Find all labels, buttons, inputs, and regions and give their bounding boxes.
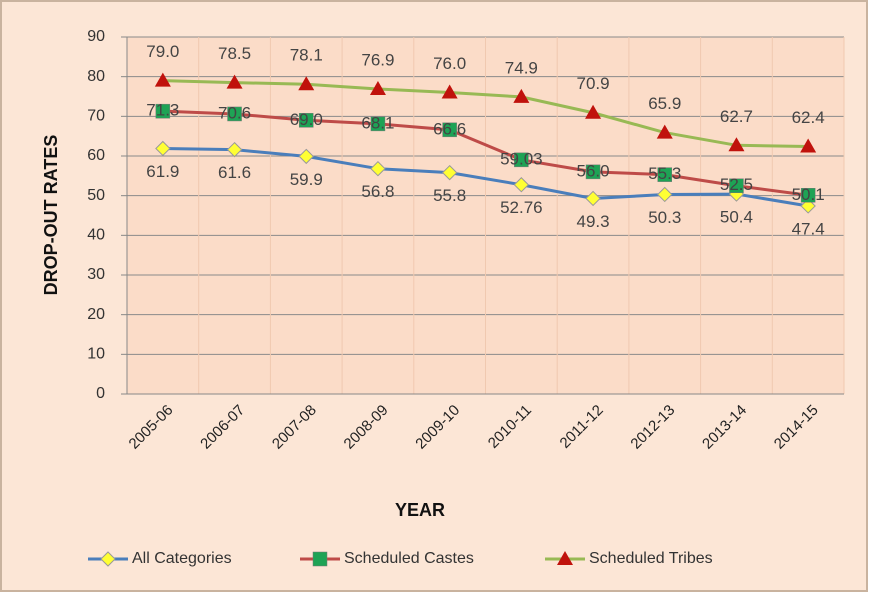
data-label: 52.5	[720, 175, 753, 194]
y-tick-label: 30	[87, 266, 105, 283]
marker	[442, 122, 457, 138]
y-tick-label: 90	[87, 28, 105, 45]
marker	[227, 106, 242, 122]
legend-label: All Categories	[132, 550, 232, 567]
marker	[298, 148, 314, 165]
data-label: 71.3	[146, 101, 179, 120]
data-label: 47.4	[792, 219, 825, 238]
data-label: 55.8	[433, 186, 466, 205]
x-axis-title: YEAR	[395, 500, 445, 520]
marker	[800, 188, 816, 203]
y-tick-label: 0	[96, 385, 105, 402]
data-label: 78.5	[218, 44, 251, 63]
legend-label: Scheduled Castes	[344, 550, 474, 567]
marker	[585, 164, 601, 180]
data-label: 78.1	[290, 46, 323, 65]
y-tick-label: 70	[87, 108, 105, 125]
marker	[729, 178, 744, 193]
marker	[800, 138, 817, 153]
y-tick-label: 10	[87, 346, 105, 363]
data-label: 61.6	[218, 163, 251, 182]
y-tick-label: 20	[87, 306, 105, 323]
marker	[155, 103, 171, 119]
data-label: 70.9	[577, 74, 610, 93]
marker	[585, 190, 601, 207]
marker	[369, 80, 386, 95]
marker	[513, 177, 530, 193]
marker	[513, 88, 530, 103]
data-label: 61.9	[146, 162, 179, 181]
marker	[312, 551, 328, 567]
data-label: 62.4	[792, 108, 825, 127]
y-tick-label: 60	[87, 147, 105, 164]
marker	[585, 104, 602, 119]
data-label: 55.3	[648, 164, 681, 183]
y-tick-label: 40	[87, 227, 105, 244]
data-label: 62.7	[720, 107, 753, 126]
marker	[155, 140, 171, 157]
marker	[657, 167, 672, 182]
data-label: 50.1	[792, 185, 825, 204]
data-label: 56.0	[577, 161, 610, 180]
data-label: 66.6	[433, 119, 466, 138]
marker	[154, 72, 171, 87]
y-tick-label: 50	[87, 187, 105, 204]
marker	[100, 551, 116, 567]
y-axis-title: DROP-OUT RATES	[41, 135, 61, 296]
marker	[441, 84, 458, 99]
marker	[226, 74, 243, 89]
marker	[298, 76, 315, 91]
data-label: 76.9	[361, 50, 394, 69]
data-label: 59.03	[500, 149, 543, 168]
marker	[557, 551, 573, 565]
data-label: 76.0	[433, 54, 466, 73]
marker	[656, 124, 673, 139]
data-label: 74.9	[505, 58, 538, 77]
series-line	[162, 79, 809, 148]
data-label: 59.9	[290, 170, 323, 189]
data-label: 49.3	[577, 212, 610, 231]
marker	[728, 137, 745, 152]
data-label: 65.9	[648, 94, 681, 113]
marker	[514, 152, 529, 168]
marker	[370, 116, 386, 132]
data-label: 52.76	[500, 198, 543, 217]
data-label: 56.8	[361, 182, 394, 201]
legend-label: Scheduled Tribes	[589, 550, 713, 567]
series-line	[162, 146, 809, 208]
marker	[657, 186, 673, 203]
marker	[226, 141, 243, 158]
data-label: 68.1	[361, 113, 394, 132]
y-tick-label: 80	[87, 68, 105, 85]
data-label: 50.4	[720, 208, 753, 227]
marker	[370, 160, 386, 177]
data-label: 69.0	[290, 110, 323, 129]
data-label: 79.0	[146, 42, 179, 61]
series-line	[162, 109, 809, 197]
marker	[299, 113, 314, 128]
marker	[441, 164, 458, 181]
data-label: 70.6	[218, 103, 251, 122]
data-label: 50.3	[648, 208, 681, 227]
